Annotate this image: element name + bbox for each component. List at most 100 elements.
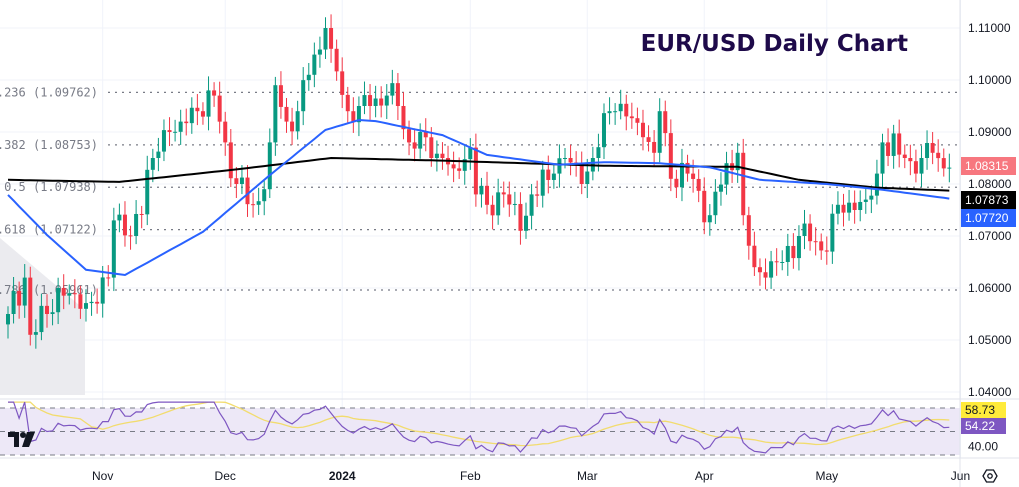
settings-gear-icon[interactable] <box>982 469 998 483</box>
candle <box>646 125 651 152</box>
candle <box>936 139 941 172</box>
candle <box>635 107 640 136</box>
candle <box>317 36 322 68</box>
candle-body <box>863 199 868 202</box>
candle-body <box>156 151 161 158</box>
candle <box>568 144 573 176</box>
candle-body <box>819 241 824 251</box>
candle-body <box>17 290 22 306</box>
grid <box>0 0 961 458</box>
candle-body <box>228 142 233 179</box>
candle <box>518 192 523 245</box>
price-tick-label: 1.10000 <box>968 73 1012 87</box>
candle-body <box>278 85 283 107</box>
candle <box>167 117 172 147</box>
candle <box>262 179 267 216</box>
candle-body <box>83 303 88 309</box>
candle <box>22 264 27 318</box>
candle <box>707 204 712 236</box>
rsi-tick-label: 40.00 <box>968 439 998 453</box>
candle <box>67 284 72 305</box>
candle <box>919 145 924 188</box>
candle-body <box>89 301 94 304</box>
candle-body <box>284 106 289 122</box>
candle <box>139 205 144 229</box>
candle <box>117 203 122 233</box>
candle <box>847 189 852 221</box>
candle-body <box>184 121 189 124</box>
candle <box>830 204 835 264</box>
candle <box>295 100 300 140</box>
candle-body <box>485 185 490 205</box>
candle-body <box>223 121 228 143</box>
candle-body <box>897 133 902 155</box>
candle <box>106 265 111 287</box>
candle <box>451 151 456 183</box>
candle <box>802 209 807 250</box>
candle <box>507 181 512 217</box>
candle <box>418 123 423 159</box>
candle <box>579 151 584 195</box>
candle <box>200 102 205 125</box>
candle <box>312 42 317 88</box>
candle-body <box>546 169 551 180</box>
candle <box>407 120 412 156</box>
candle-body <box>95 301 100 304</box>
candle <box>663 100 668 147</box>
candle-body <box>273 85 278 143</box>
candle-body <box>640 122 645 138</box>
price-axis[interactable]: 1.11000 1.10000 1.09000 1.08000 1.07000 1.060… <box>968 21 1012 453</box>
candle <box>902 144 907 169</box>
candle <box>930 131 935 165</box>
candle <box>601 103 606 160</box>
candle-body <box>473 147 478 195</box>
candle <box>368 84 373 120</box>
candle <box>145 155 150 226</box>
chart-title: EUR/USD Daily Chart <box>641 31 908 57</box>
candle <box>718 172 723 206</box>
candle <box>858 190 863 222</box>
candle <box>529 184 534 230</box>
tradingview-logo[interactable] <box>8 432 35 447</box>
candle-body <box>72 293 77 295</box>
candle <box>379 86 384 118</box>
candle-body <box>874 173 879 196</box>
candle <box>95 288 100 314</box>
candle-body <box>262 189 267 202</box>
candle-body <box>295 111 300 132</box>
candle <box>535 180 540 207</box>
candle-body <box>145 169 150 215</box>
candle-body <box>323 28 328 50</box>
candle <box>195 94 200 126</box>
fib-label: 0.236 (1.09762) <box>0 85 98 99</box>
time-axis[interactable]: Nov Dec 2024 Feb Mar Apr May Jun <box>92 469 970 483</box>
candle-body <box>212 90 217 96</box>
candle <box>785 233 790 276</box>
candle <box>290 107 295 146</box>
candle <box>796 225 801 271</box>
time-tick-label: 2024 <box>329 469 356 483</box>
candle-body <box>78 294 83 309</box>
candle <box>72 279 77 309</box>
candle-body <box>407 129 412 143</box>
candle-body <box>167 130 172 132</box>
candle-body <box>451 164 456 169</box>
candle-body <box>356 106 361 123</box>
candle <box>624 94 629 131</box>
candle-body <box>67 293 72 296</box>
candle-body <box>613 111 618 113</box>
candle <box>657 98 662 163</box>
ma-slow-line <box>7 156 950 192</box>
candle-body <box>312 54 317 75</box>
candle <box>351 97 356 133</box>
candle <box>512 191 517 216</box>
candle-body <box>50 312 55 314</box>
candle <box>150 148 155 183</box>
candle-body <box>635 118 640 123</box>
candle-body <box>696 178 701 191</box>
candle <box>56 277 61 325</box>
candle-body <box>290 121 295 132</box>
candle-body <box>679 162 684 188</box>
candle <box>841 193 846 227</box>
